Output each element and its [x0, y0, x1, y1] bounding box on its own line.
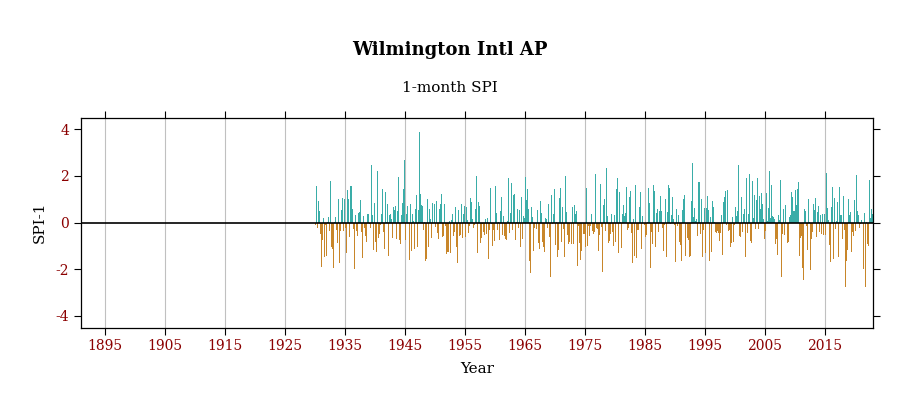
- X-axis label: Year: Year: [460, 362, 494, 376]
- Y-axis label: SPI-1: SPI-1: [33, 202, 47, 243]
- Text: 1-month SPI: 1-month SPI: [402, 81, 498, 95]
- Text: Wilmington Intl AP: Wilmington Intl AP: [352, 42, 548, 59]
